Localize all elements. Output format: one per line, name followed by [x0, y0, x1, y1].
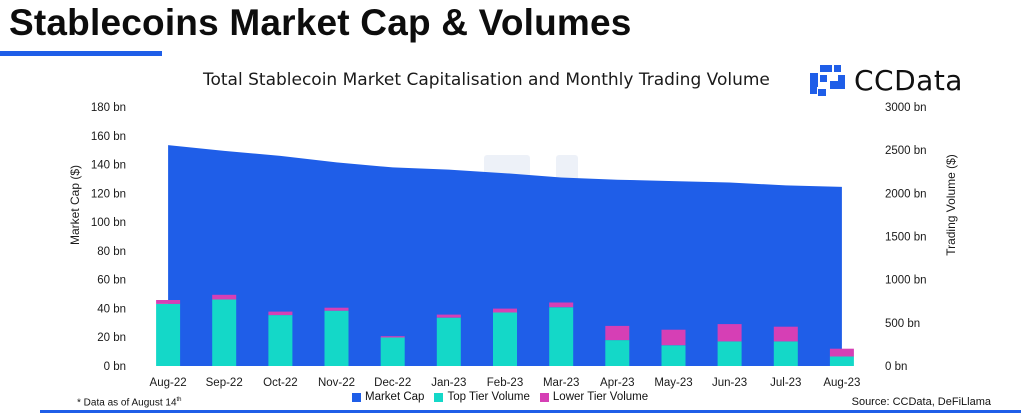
logo-block [834, 65, 841, 72]
bar-lower-tier-may-23 [661, 329, 686, 346]
title-underline [0, 51, 162, 56]
y-right-tick-label: 1500 bn [885, 232, 927, 244]
bar-top-tier-dec-22 [380, 337, 405, 366]
bottom-rule [40, 410, 1021, 413]
x-tick-label: Aug-23 [823, 377, 860, 389]
y-left-tick-label: 100 bn [91, 217, 126, 229]
watermark-block [556, 155, 578, 185]
legend-item-lower-tier: Lower Tier Volume [539, 391, 649, 403]
legend-item-market-cap: Market Cap [352, 391, 424, 403]
y-right-tick-label: 2500 bn [885, 145, 927, 157]
bar-top-tier-sep-22 [212, 299, 237, 366]
logo-block [820, 65, 832, 72]
bar-top-tier-oct-22 [268, 315, 293, 366]
x-tick-label: Jan-23 [431, 377, 466, 389]
bar-lower-tier-dec-22 [380, 336, 405, 338]
x-tick-label: Mar-23 [543, 377, 579, 389]
bar-top-tier-feb-23 [493, 312, 517, 366]
legend-item-top-tier: Top Tier Volume [434, 391, 530, 403]
bar-top-tier-nov-22 [324, 310, 349, 366]
bar-lower-tier-jul-23 [773, 326, 798, 342]
bar-lower-tier-feb-23 [493, 308, 517, 313]
bar-lower-tier-sep-22 [212, 294, 237, 300]
bar-top-tier-may-23 [661, 345, 686, 366]
footnote-text: * Data as of August 14 [77, 397, 177, 409]
brand: CCData [806, 63, 963, 97]
y-left-tick-label: 60 bn [97, 275, 126, 287]
bar-lower-tier-jan-23 [436, 314, 461, 318]
bar-lower-tier-oct-22 [268, 311, 293, 316]
y-left-tick-label: 140 bn [91, 160, 126, 172]
logo-block [818, 89, 826, 96]
y-left-tick-label: 180 bn [91, 102, 126, 114]
legend-label-lower-tier: Lower Tier Volume [552, 391, 649, 403]
footnote-sup: th [176, 397, 182, 403]
logo-block [838, 75, 845, 89]
y-axis-left-label: Market Cap ($) [68, 165, 82, 245]
y-left-tick-label: 40 bn [97, 303, 126, 315]
legend-swatch-lower-tier [539, 392, 549, 402]
legend-label-top-tier: Top Tier Volume [447, 391, 530, 403]
y-left-tick-label: 80 bn [97, 246, 126, 258]
x-tick-label: Jul-23 [770, 377, 801, 389]
y-left-tick-label: 160 bn [91, 131, 126, 143]
footnote: * Data as of August 14th [77, 397, 182, 408]
bar-top-tier-jan-23 [436, 317, 461, 366]
bar-top-tier-jun-23 [717, 341, 742, 366]
page-title: Stablecoins Market Cap & Volumes [9, 2, 632, 43]
x-tick-label: Dec-22 [374, 377, 411, 389]
ccdata-logo-icon [810, 65, 845, 96]
bar-lower-tier-aug-23 [829, 348, 854, 357]
logo-block [830, 81, 838, 89]
x-tick-label: May-23 [654, 377, 692, 389]
y-right-tick-label: 1000 bn [885, 275, 927, 287]
x-tick-label: Feb-23 [487, 377, 523, 389]
bar-top-tier-aug-23 [829, 356, 854, 366]
logo-block [820, 75, 827, 82]
legend: Market Cap Top Tier Volume Lower Tier Vo… [352, 391, 658, 403]
y-left-tick-label: 20 bn [97, 332, 126, 344]
source-note: Source: CCData, DeFiLlama [851, 396, 991, 408]
logo-block [810, 87, 817, 94]
x-tick-label: Apr-23 [600, 377, 635, 389]
legend-swatch-market-cap [352, 392, 361, 402]
bar-top-tier-apr-23 [605, 340, 630, 366]
legend-label-market-cap: Market Cap [365, 391, 425, 403]
bar-lower-tier-mar-23 [549, 302, 574, 308]
brand-name: CCData [854, 63, 963, 97]
x-tick-label: Oct-22 [263, 377, 298, 389]
y-axis-right-label: Trading Volume ($) [944, 154, 958, 256]
x-tick-label: Jun-23 [712, 377, 747, 389]
chart-title: Total Stablecoin Market Capitalisation a… [203, 70, 770, 90]
bar-lower-tier-apr-23 [605, 325, 630, 341]
bar-lower-tier-nov-22 [324, 307, 349, 311]
bar-top-tier-aug-22 [156, 303, 181, 366]
y-right-tick-label: 2000 bn [885, 188, 927, 200]
bar-top-tier-jul-23 [773, 341, 798, 366]
logo-block [810, 73, 818, 87]
x-tick-label: Nov-22 [318, 377, 355, 389]
x-tick-label: Aug-22 [150, 377, 187, 389]
bar-top-tier-mar-23 [549, 307, 574, 366]
bar-lower-tier-aug-22 [156, 300, 181, 304]
y-left-tick-label: 0 bn [104, 361, 126, 373]
y-right-tick-label: 3000 bn [885, 102, 927, 114]
bar-lower-tier-jun-23 [717, 324, 742, 342]
x-tick-label: Sep-22 [206, 377, 243, 389]
y-left-tick-label: 120 bn [91, 188, 126, 200]
y-right-tick-label: 0 bn [885, 361, 907, 373]
legend-swatch-top-tier [434, 392, 444, 402]
y-right-tick-label: 500 bn [885, 318, 920, 330]
